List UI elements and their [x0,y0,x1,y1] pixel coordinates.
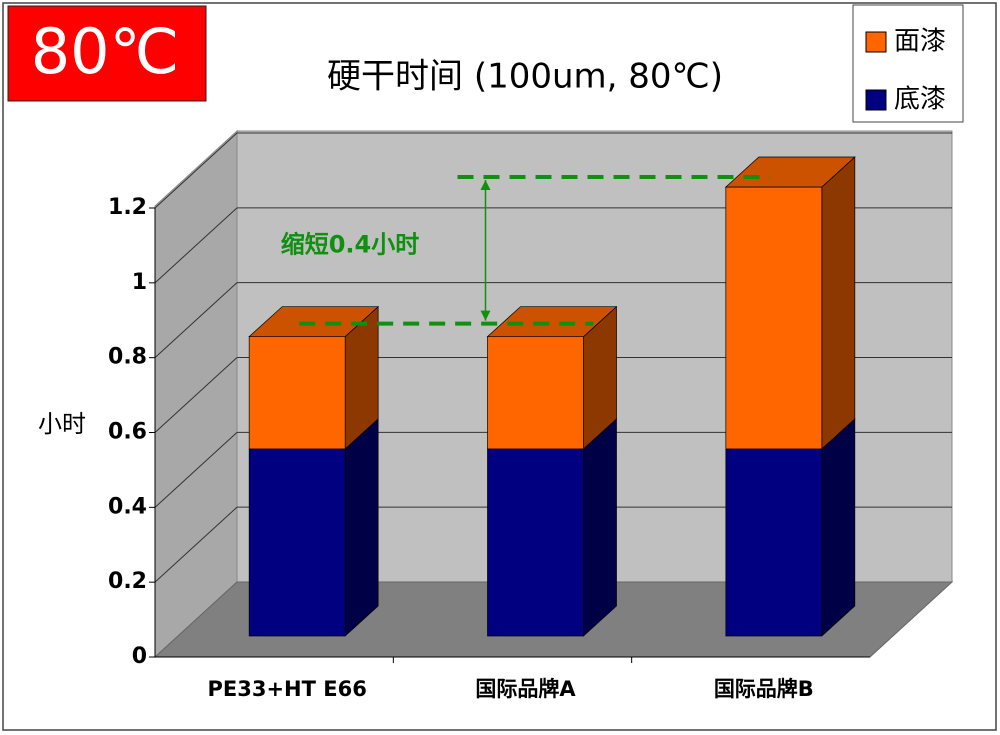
arrow-head [480,310,491,321]
y-tick-label: 0 [132,644,147,669]
bar [487,336,584,450]
legend-swatch [865,89,887,111]
badge-box [7,5,207,102]
y-tick-label: 0.6 [108,420,147,445]
bar-top [724,156,856,188]
y-axis-label: 小时 [38,410,86,438]
bar-side [821,418,856,637]
annotation: 缩短0.4小时 [281,230,420,258]
grid-line [154,132,238,209]
legend-label: 底漆 [894,85,946,115]
bar [725,448,823,637]
x-tick-label: 国际品牌A [475,677,576,701]
legend-label: 面漆 [894,27,946,57]
badge: 80℃ [31,15,180,88]
legend-swatch [865,31,887,53]
bar-side [821,156,856,450]
bar-side [344,418,379,637]
bar [725,186,823,450]
bar [248,448,346,637]
y-tick-label: 1.2 [108,195,147,220]
bar-side [583,418,617,637]
y-tick-label: 1 [132,270,147,295]
grid-line [154,207,238,284]
grid-line [154,357,238,433]
grid-line [154,506,238,583]
y-tick-label: 0.2 [108,569,147,594]
side-wall [154,129,238,659]
bar [487,448,584,637]
grid-line [154,431,238,508]
x-tick-label: PE33+HT E66 [207,677,366,701]
x-tick-label: 国际品牌B [714,677,814,701]
y-tick-label: 0.4 [108,494,147,519]
arrow-head [480,180,491,190]
y-tick-label: 0.8 [108,345,147,370]
chart-title: 硬干时间 (100um, 80℃) [327,57,723,97]
bar [248,336,346,450]
grid-line [154,282,238,359]
bar-top [486,306,618,338]
